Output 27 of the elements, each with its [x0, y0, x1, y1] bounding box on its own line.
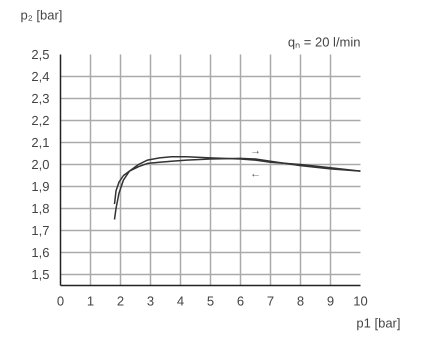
- y-tick-label: 2,2: [31, 113, 50, 128]
- x-tick-label: 7: [266, 294, 274, 308]
- text: qₙ = 20 l/min: [288, 34, 361, 50]
- x-tick-label: 10: [353, 294, 368, 308]
- y-tick-label: 2,1: [31, 135, 50, 150]
- annotation: →: [250, 145, 261, 157]
- x-axis-title: p1 [bar]: [356, 316, 401, 330]
- x-tick-label: 8: [296, 294, 304, 308]
- x-tick-label: 5: [206, 294, 214, 308]
- x-tick-label: 4: [176, 294, 184, 308]
- annotation: ←: [250, 168, 261, 180]
- x-tick-label: 3: [146, 294, 154, 308]
- y-tick-label: 1,9: [31, 179, 50, 194]
- x-tick-label: 2: [116, 294, 124, 308]
- y-tick-label: 2,5: [31, 47, 50, 62]
- y-tick-label: 1,8: [31, 201, 50, 216]
- x-tick-label: 6: [236, 294, 244, 308]
- y-tick-label: 2,0: [31, 157, 50, 172]
- y-tick-label: 2,3: [31, 91, 50, 106]
- x-tick-label: 9: [326, 294, 334, 308]
- x-tick-label: 1: [86, 294, 94, 308]
- y-tick-label: 1,7: [31, 223, 50, 238]
- y-tick-label: 1,6: [31, 245, 50, 260]
- y-axis-title: p₂ [bar]: [20, 8, 62, 22]
- x-tick-label: 0: [56, 294, 64, 308]
- y-tick-label: 2,4: [31, 69, 50, 84]
- y-tick-label: 1,5: [31, 267, 50, 282]
